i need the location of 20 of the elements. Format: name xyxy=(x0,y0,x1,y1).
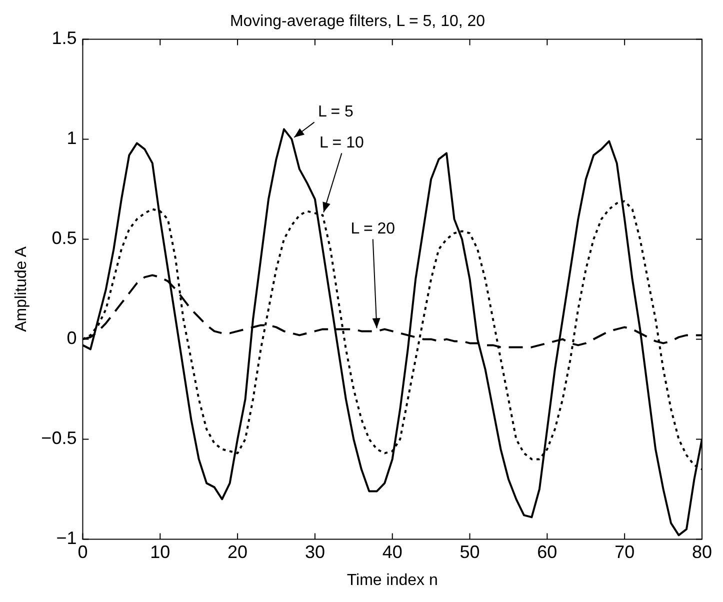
y-tick-label: 0 xyxy=(66,328,77,348)
x-tick-label: 30 xyxy=(304,542,325,562)
x-tick-label: 80 xyxy=(692,542,712,562)
y-tick-label: 1.5 xyxy=(52,28,77,48)
x-tick-label: 70 xyxy=(614,542,635,562)
y-tick-label: −0.5 xyxy=(41,428,77,448)
chart-title: Moving-average filters, L = 5, 10, 20 xyxy=(230,13,486,30)
x-tick-label: 40 xyxy=(382,542,402,562)
x-axis-title: Time index n xyxy=(346,572,438,589)
y-tick-label: 1 xyxy=(66,128,77,148)
annotation: L = 5 xyxy=(318,104,354,121)
x-tick-label: 60 xyxy=(537,542,558,562)
annotation: L = 10 xyxy=(320,134,364,152)
x-tick-label: 10 xyxy=(150,542,170,562)
y-tick-label: −1 xyxy=(56,528,77,548)
x-tick-label: 20 xyxy=(228,542,248,562)
x-tick-label: 50 xyxy=(460,542,480,562)
annotation: L = 20 xyxy=(350,220,396,238)
y-axis-title: Amplitude A xyxy=(13,246,30,332)
y-tick-label: 0.5 xyxy=(52,228,77,248)
